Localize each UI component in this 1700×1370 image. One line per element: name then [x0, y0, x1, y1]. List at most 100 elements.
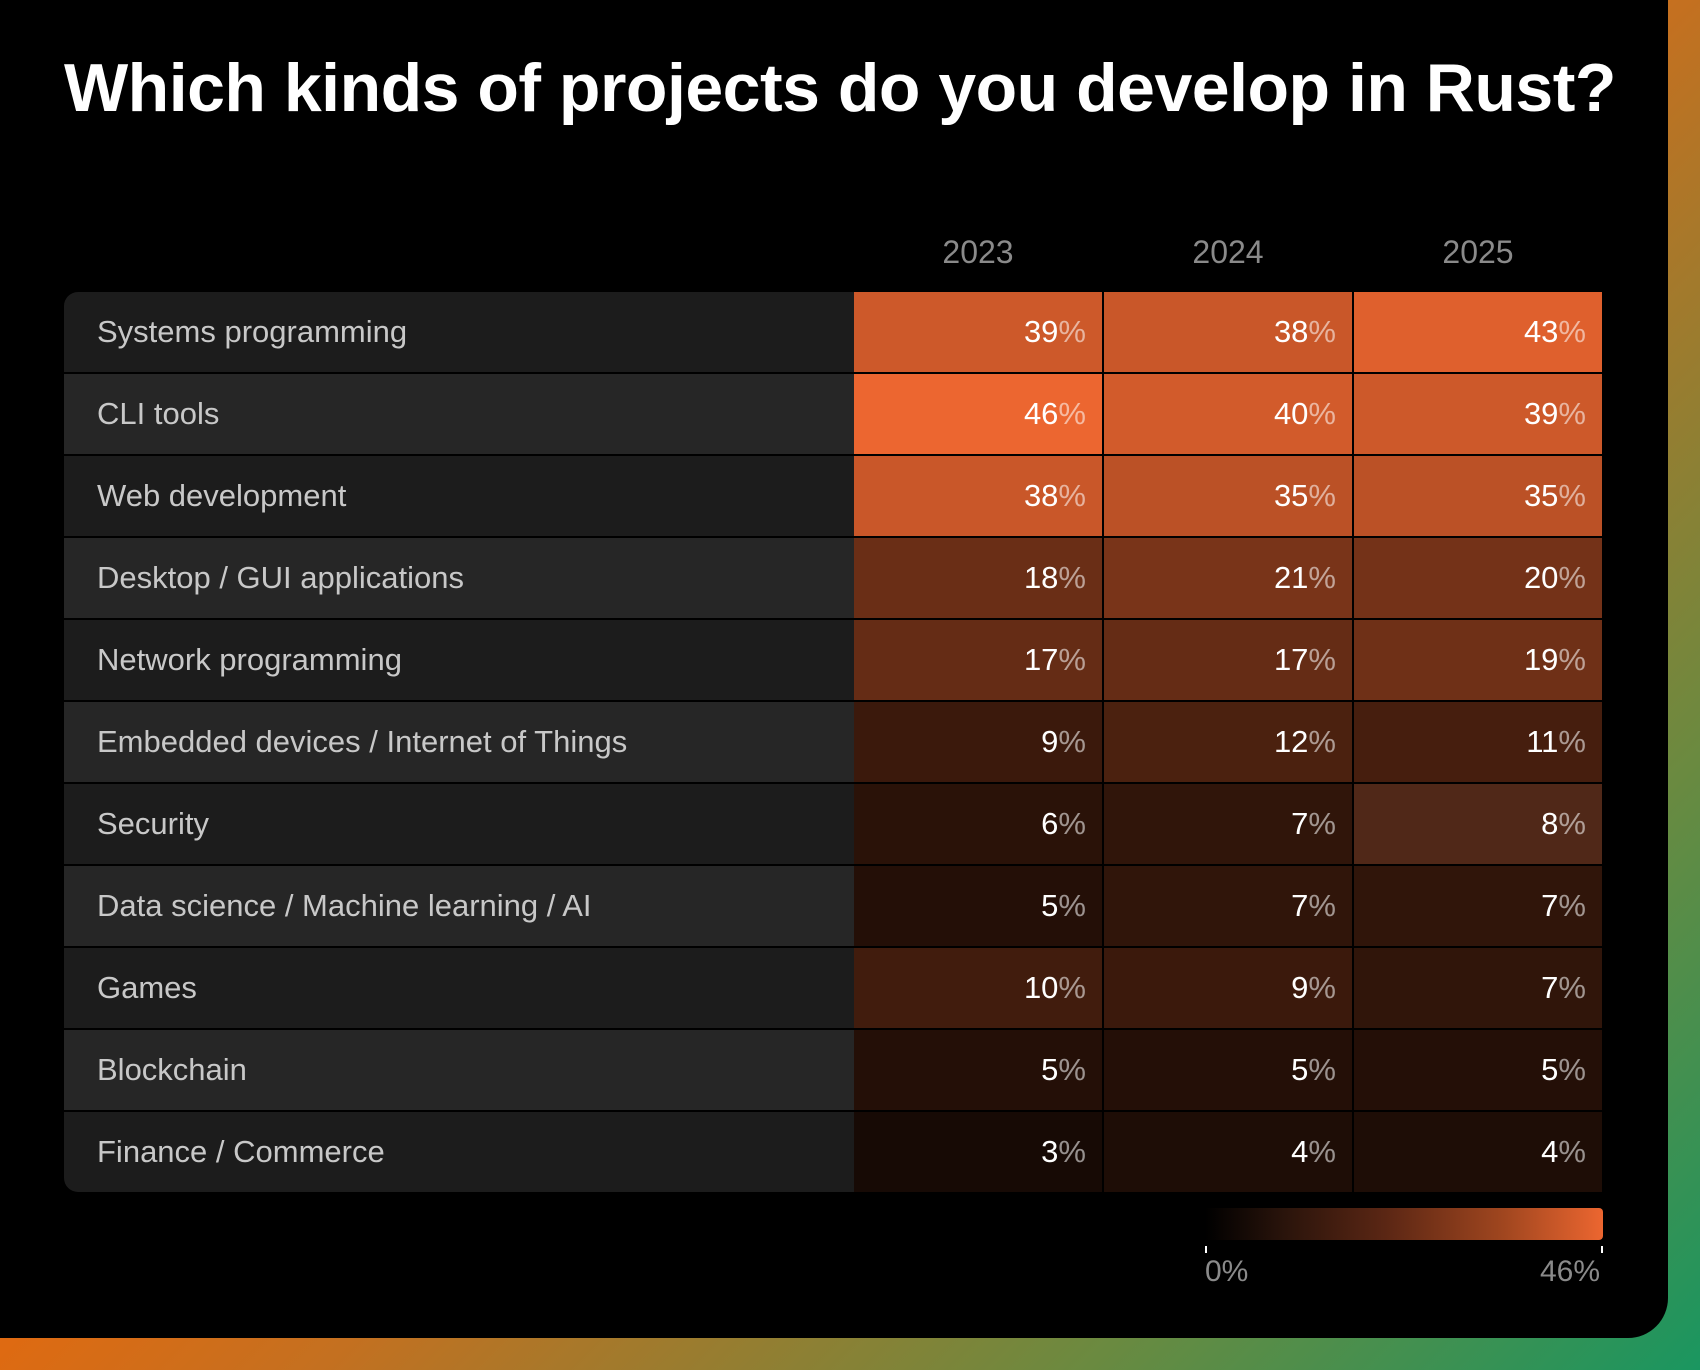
table-row: Finance / Commerce 3% 4% 4%	[64, 1112, 1602, 1192]
heatmap-cell: 21%	[1104, 538, 1352, 618]
cell-unit: %	[1558, 724, 1586, 759]
cell-value: 7	[1291, 888, 1309, 923]
heatmap-table: Systems programming 39% 38% 43% CLI tools 46%…	[64, 292, 1602, 1192]
table-row: Blockchain 5% 5% 5%	[64, 1030, 1602, 1110]
heatmap-cell: 6%	[854, 784, 1102, 864]
cell-unit: %	[1308, 888, 1336, 923]
column-header-2025: 2025	[1442, 234, 1514, 270]
heatmap-cell: 9%	[1104, 948, 1352, 1028]
heatmap-cell: 9%	[854, 702, 1102, 782]
heatmap-cell: 8%	[1354, 784, 1602, 864]
row-label: CLI tools	[64, 374, 854, 454]
cell-unit: %	[1308, 1052, 1336, 1087]
row-label: Systems programming	[64, 292, 854, 372]
cell-value: 46	[1023, 396, 1059, 431]
cell-unit: %	[1058, 806, 1086, 841]
color-scale-max-label: 46%	[1540, 1255, 1601, 1288]
heatmap-cell: 11%	[1354, 702, 1602, 782]
cell-value: 7	[1541, 970, 1559, 1005]
cell-unit: %	[1058, 396, 1086, 431]
heatmap-cell: 35%	[1104, 456, 1352, 536]
cell-unit: %	[1558, 806, 1586, 841]
color-scale-min-label: 0%	[1205, 1255, 1249, 1288]
cell-unit: %	[1058, 560, 1086, 595]
cell-unit: %	[1058, 724, 1086, 759]
table-row: Security 6% 7% 8%	[64, 784, 1602, 864]
row-label: Web development	[64, 456, 854, 536]
cell-unit: %	[1558, 314, 1586, 349]
color-scale-max-tick	[1601, 1246, 1603, 1253]
cell-value: 10	[1023, 970, 1059, 1005]
cell-unit: %	[1058, 1134, 1086, 1169]
row-label: Embedded devices / Internet of Things	[64, 702, 854, 782]
cell-unit: %	[1558, 1052, 1586, 1087]
cell-unit: %	[1558, 642, 1586, 677]
cell-value: 38	[1273, 314, 1309, 349]
cell-unit: %	[1558, 560, 1586, 595]
cell-value: 9	[1041, 724, 1059, 759]
cell-value: 11	[1526, 724, 1559, 759]
cell-unit: %	[1308, 478, 1336, 513]
heatmap-cell: 39%	[854, 292, 1102, 372]
cell-value: 12	[1273, 724, 1309, 759]
cell-unit: %	[1308, 970, 1336, 1005]
heatmap-cell: 5%	[854, 866, 1102, 946]
heatmap-cell: 3%	[854, 1112, 1102, 1192]
row-label: Desktop / GUI applications	[64, 538, 854, 618]
cell-value: 20	[1523, 560, 1559, 595]
cell-value: 5	[1541, 1052, 1559, 1087]
table-row: Systems programming 39% 38% 43%	[64, 292, 1602, 372]
color-scale-min-tick	[1205, 1246, 1207, 1253]
cell-unit: %	[1308, 314, 1336, 349]
cell-unit: %	[1308, 806, 1336, 841]
row-label: Blockchain	[64, 1030, 854, 1110]
cell-value: 8	[1541, 806, 1559, 841]
cell-unit: %	[1058, 888, 1086, 923]
heatmap-cell: 39%	[1354, 374, 1602, 454]
cell-value: 7	[1541, 888, 1559, 923]
cell-value: 5	[1291, 1052, 1309, 1087]
table-row: Network programming 17% 17% 19%	[64, 620, 1602, 700]
cell-value: 17	[1273, 642, 1309, 677]
cell-value: 38	[1023, 478, 1059, 513]
heatmap-cell: 5%	[1354, 1030, 1602, 1110]
cell-value: 40	[1273, 396, 1309, 431]
cell-unit: %	[1558, 478, 1586, 513]
heatmap-cell: 40%	[1104, 374, 1352, 454]
table-row: CLI tools 46% 40% 39%	[64, 374, 1602, 454]
cell-unit: %	[1308, 560, 1336, 595]
cell-value: 6	[1041, 806, 1059, 841]
color-scale-bar	[1205, 1208, 1603, 1240]
chart-panel: Which kinds of projects do you develop i…	[0, 0, 1668, 1338]
cell-value: 39	[1023, 314, 1059, 349]
cell-unit: %	[1058, 1052, 1086, 1087]
heatmap-cell: 38%	[1104, 292, 1352, 372]
heatmap-cell: 18%	[854, 538, 1102, 618]
heatmap-cell: 35%	[1354, 456, 1602, 536]
cell-unit: %	[1558, 888, 1586, 923]
column-header-2023: 2023	[942, 234, 1014, 270]
heatmap-cell: 7%	[1104, 866, 1352, 946]
cell-value: 9	[1291, 970, 1309, 1005]
cell-unit: %	[1558, 970, 1586, 1005]
heatmap-cell: 43%	[1354, 292, 1602, 372]
chart-title: Which kinds of projects do you develop i…	[64, 50, 1616, 126]
row-label: Data science / Machine learning / AI	[64, 866, 854, 946]
table-row: Desktop / GUI applications 18% 21% 20%	[64, 538, 1602, 618]
cell-value: 43	[1523, 314, 1559, 349]
cell-value: 17	[1023, 642, 1059, 677]
cell-value: 35	[1273, 478, 1309, 513]
cell-unit: %	[1308, 1134, 1336, 1169]
cell-unit: %	[1058, 314, 1086, 349]
heatmap-cell: 7%	[1354, 948, 1602, 1028]
cell-unit: %	[1058, 642, 1086, 677]
heatmap-cell: 19%	[1354, 620, 1602, 700]
heatmap-cell: 5%	[1104, 1030, 1352, 1110]
cell-value: 4	[1291, 1134, 1309, 1169]
heatmap-cell: 17%	[1104, 620, 1352, 700]
cell-unit: %	[1058, 478, 1086, 513]
column-header-2024: 2024	[1192, 234, 1264, 270]
heatmap-cell: 5%	[854, 1030, 1102, 1110]
table-row: Data science / Machine learning / AI 5% 7%…	[64, 866, 1602, 946]
cell-value: 5	[1041, 888, 1059, 923]
